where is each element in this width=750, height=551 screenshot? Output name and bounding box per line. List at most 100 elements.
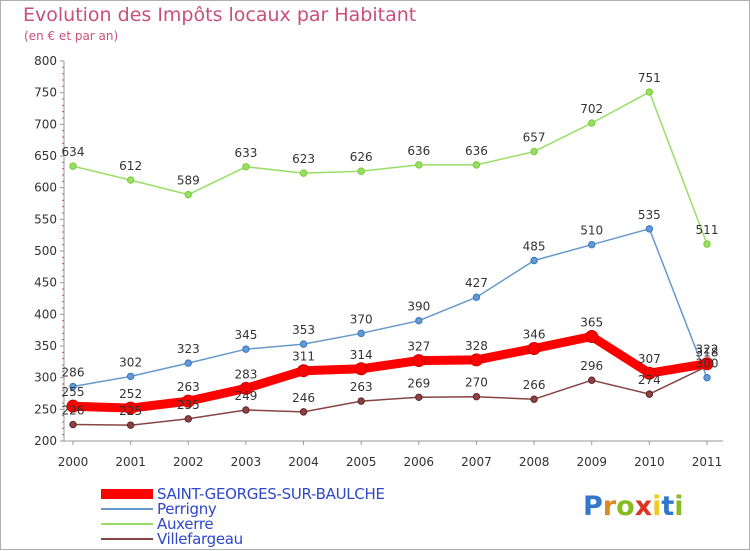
legend-swatch	[101, 538, 153, 540]
logo-letter: o	[616, 491, 635, 522]
data-point	[469, 353, 483, 367]
y-tick-label: 350	[34, 339, 57, 353]
y-tick-label: 800	[34, 54, 57, 68]
data-label: 485	[523, 240, 546, 254]
data-label: 612	[119, 159, 142, 173]
data-point	[242, 345, 250, 353]
data-label: 327	[407, 340, 430, 354]
data-point	[124, 401, 138, 415]
data-label: 636	[465, 144, 488, 158]
data-label: 427	[465, 276, 488, 290]
data-label: 535	[638, 208, 661, 222]
y-tick-label: 750	[34, 86, 57, 100]
data-point	[297, 364, 311, 378]
data-label: 346	[523, 328, 546, 342]
data-label: 307	[638, 352, 661, 366]
data-label: 269	[407, 376, 430, 390]
chart-title: Evolution des Impôts locaux par Habitant	[23, 4, 417, 26]
legend-label: Villefargeau	[157, 529, 243, 548]
data-point	[184, 190, 192, 199]
data-point	[126, 421, 135, 429]
data-point	[69, 420, 77, 429]
data-label: 370	[350, 312, 373, 326]
legend-swatch	[101, 523, 153, 525]
data-point	[239, 381, 253, 395]
legend-label: Auxerre	[157, 514, 214, 533]
x-tick-label: 2011	[692, 455, 723, 469]
data-point	[181, 394, 195, 408]
data-label: 636	[407, 144, 430, 158]
data-point	[69, 382, 77, 391]
logo-letter: P	[583, 491, 603, 522]
data-label: 263	[350, 380, 373, 394]
data-label: 657	[523, 131, 546, 145]
x-tick-label: 2002	[173, 455, 204, 469]
logo-letter: t	[661, 491, 675, 522]
y-tick-label: 250	[34, 402, 57, 416]
data-point	[242, 163, 250, 171]
data-point	[645, 390, 654, 398]
data-label: 634	[62, 145, 85, 159]
data-point	[357, 397, 365, 405]
y-tick-label: 300	[34, 371, 57, 385]
data-point	[184, 415, 192, 423]
data-label: 345	[234, 328, 257, 342]
data-label: 226	[62, 404, 85, 418]
data-point	[126, 372, 135, 381]
data-label: 365	[580, 316, 603, 330]
series-lines	[66, 88, 714, 429]
data-label: 235	[177, 398, 200, 412]
data-label: 623	[292, 152, 315, 166]
data-point	[415, 161, 423, 169]
data-labels: 255 252 263 283 311 314 327 328 346 365 307 322 286 3…	[62, 71, 719, 418]
proxiti-logo: Proxiti	[583, 491, 684, 522]
data-label: 626	[350, 150, 373, 164]
data-point	[530, 395, 538, 403]
data-label: 274	[638, 373, 661, 387]
data-label: 328	[465, 339, 488, 353]
series-line-0	[68, 332, 712, 413]
logo-letter: i	[674, 491, 684, 522]
series-line-1	[72, 228, 708, 388]
data-point	[299, 169, 308, 177]
data-point	[66, 399, 80, 413]
legend-swatch	[101, 489, 153, 499]
x-tick-label: 2006	[404, 455, 435, 469]
chart-subtitle: (en € et par an)	[24, 29, 119, 43]
data-point	[645, 88, 654, 96]
data-point	[472, 293, 481, 301]
data-label: 633	[234, 146, 257, 160]
data-point	[588, 119, 596, 127]
data-label: 510	[580, 224, 603, 238]
data-label: 353	[292, 323, 315, 337]
legend-label: Perrigny	[157, 499, 217, 518]
data-label: 322	[696, 343, 719, 357]
data-label: 270	[465, 376, 488, 390]
data-point	[700, 357, 714, 371]
data-label: 296	[580, 359, 603, 373]
x-tick-label: 2009	[576, 455, 607, 469]
data-label: 302	[119, 355, 142, 369]
data-point	[357, 329, 365, 338]
data-label: 390	[407, 300, 430, 314]
x-tick-label: 2008	[519, 455, 550, 469]
data-label: 249	[234, 389, 257, 403]
data-point	[585, 330, 599, 343]
data-point	[703, 373, 711, 382]
x-tick-label: 2001	[115, 455, 146, 469]
data-point	[415, 316, 423, 325]
y-tick-label: 650	[34, 149, 57, 163]
y-tick-label: 400	[34, 307, 57, 321]
data-label: 300	[696, 357, 719, 371]
data-point	[588, 376, 596, 384]
legend-item: Perrigny	[101, 499, 217, 518]
data-label: 246	[292, 391, 315, 405]
x-tick-label: 2004	[288, 455, 319, 469]
x-tick-label: 2003	[231, 455, 262, 469]
legend-item: SAINT-GEORGES-SUR-BAULCHE	[101, 486, 385, 502]
legend-item: Auxerre	[101, 514, 214, 533]
data-point	[527, 342, 541, 356]
y-tick-label: 550	[34, 212, 57, 226]
